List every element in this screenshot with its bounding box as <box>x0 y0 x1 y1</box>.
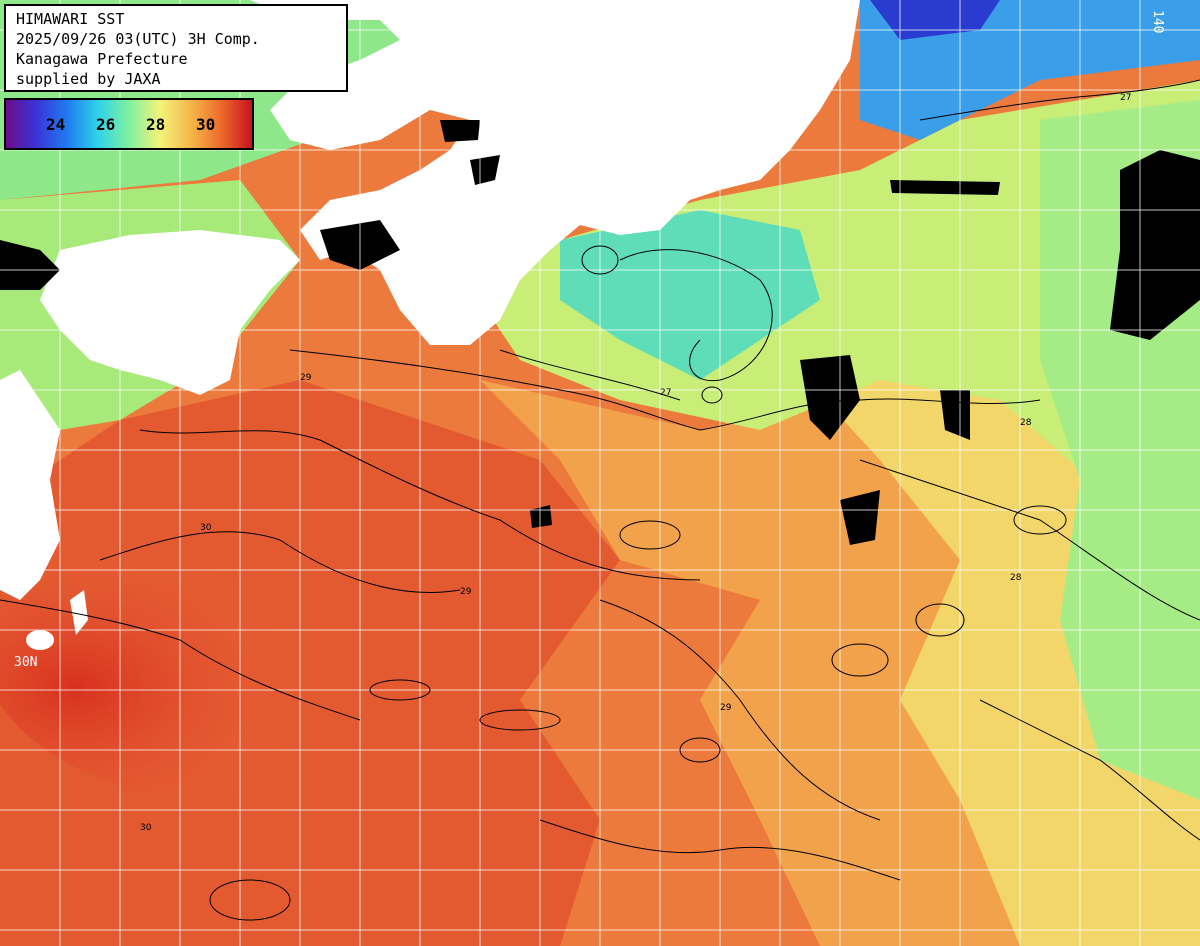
cloud-northwest <box>440 120 480 142</box>
cloud-center <box>530 505 552 528</box>
title-line-4: supplied by JAXA <box>16 70 161 88</box>
sea-cyan-bay <box>560 210 820 380</box>
contour-label-27: 27 <box>660 388 671 398</box>
legend-tick-26: 26 <box>96 115 116 134</box>
lat-label-30n: 30N <box>14 655 38 670</box>
land-yakushima <box>26 630 54 650</box>
contour-label-29: 29 <box>720 703 732 713</box>
legend-tick-24: 24 <box>46 115 66 134</box>
title-line-2: 2025/09/26 03(UTC) 3H Comp. <box>16 30 260 48</box>
cloud-east <box>1110 150 1200 340</box>
land-shikoku <box>40 230 300 395</box>
sea-cold-corner <box>860 0 1200 140</box>
sea-hot-core <box>0 480 460 800</box>
contour-label-28: 28 <box>1020 418 1032 428</box>
cloud-izu-3 <box>840 490 880 545</box>
title-line-3: Kanagawa Prefecture <box>16 50 188 68</box>
contour-label-27: 27 <box>1120 93 1131 103</box>
cloud-shikoku-west <box>0 240 60 290</box>
contour-label-30: 30 <box>200 523 212 533</box>
land-honshu <box>250 0 860 345</box>
legend-color-bar <box>6 100 252 148</box>
contour-label-28: 28 <box>1010 573 1022 583</box>
legend-tick-30: 30 <box>196 115 216 134</box>
contour-label-29: 29 <box>300 373 312 383</box>
cloud-izu-1 <box>800 355 860 440</box>
legend-tick-28: 28 <box>146 115 166 134</box>
cloud-band <box>890 180 1000 195</box>
lon-label-right: 140 <box>1150 10 1165 34</box>
color-legend: 24 26 28 30 <box>4 98 254 150</box>
contour-labels: 29 27 28 30 29 30 28 27 29 <box>140 93 1131 833</box>
isotherms <box>0 79 1200 921</box>
land-kyushu <box>0 370 60 600</box>
contour-label-30: 30 <box>140 823 152 833</box>
lon-label-top: 130E <box>482 2 497 34</box>
cloud-osaka <box>470 155 500 185</box>
contour-label-29: 29 <box>460 587 472 597</box>
title-line-1: HIMAWARI SST <box>16 10 125 28</box>
title-box: HIMAWARI SST 2025/09/26 03(UTC) 3H Comp.… <box>4 4 348 92</box>
land-tanegashima <box>70 590 88 635</box>
